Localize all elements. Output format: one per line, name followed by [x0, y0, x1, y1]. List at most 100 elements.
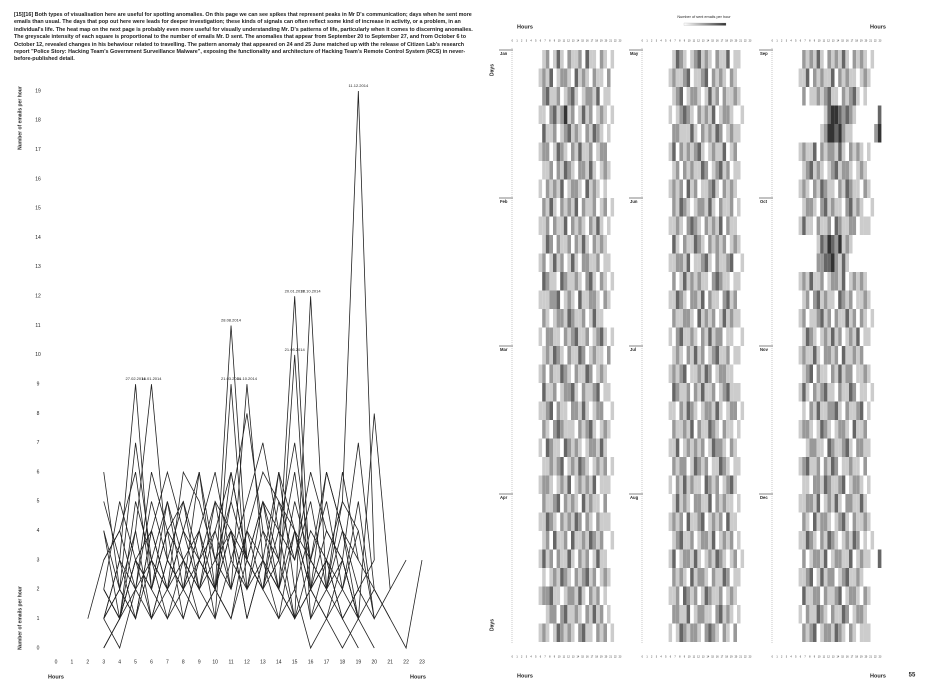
heat-cell	[747, 586, 752, 605]
heat-cell	[841, 568, 846, 587]
heat-cell	[870, 420, 875, 439]
heat-cell	[838, 512, 842, 531]
heat-cell	[823, 216, 828, 235]
heat-cell	[874, 68, 878, 87]
heat-cell	[802, 235, 806, 254]
heat-cell	[571, 623, 575, 642]
heat-cell	[863, 290, 867, 309]
heat-cell	[665, 605, 669, 624]
heat-cell	[614, 105, 618, 124]
heat-cell	[823, 494, 828, 513]
heat-cell	[668, 216, 673, 235]
heat-cell	[740, 253, 745, 272]
heat-cell	[560, 50, 564, 69]
heat-cell	[856, 198, 860, 217]
heat-cell	[701, 253, 705, 272]
heat-cell	[668, 290, 673, 309]
heat-cell	[733, 401, 737, 420]
heat-cell	[589, 420, 593, 439]
heat-cell	[690, 401, 694, 420]
heat-cell	[708, 142, 712, 161]
heat-cell	[585, 50, 589, 69]
heat-cell	[747, 475, 752, 494]
heat-cell	[722, 549, 727, 568]
heat-cell	[849, 216, 853, 235]
hour-tick-label: 22	[614, 656, 617, 659]
heat-cell	[722, 272, 727, 291]
heat-cell	[867, 87, 871, 106]
heat-cell	[859, 235, 864, 254]
heat-cell	[820, 383, 824, 402]
heat-cell	[740, 623, 745, 642]
heat-cell	[802, 327, 806, 346]
heat-cell	[795, 216, 799, 235]
heat-cell	[538, 512, 543, 531]
heat-cell	[553, 216, 557, 235]
peak-label: 21.03.2014	[221, 376, 242, 381]
heat-cell	[553, 124, 557, 143]
heat-cell	[874, 531, 878, 550]
heat-cell	[820, 161, 824, 180]
heat-cell	[574, 346, 579, 365]
heat-cell	[795, 383, 799, 402]
heat-cell	[816, 290, 821, 309]
heat-cell	[820, 475, 824, 494]
heat-cell	[683, 216, 687, 235]
heat-cell	[553, 346, 557, 365]
heat-cell	[610, 161, 615, 180]
heat-cell	[567, 327, 571, 346]
heat-cell	[535, 161, 539, 180]
heat-cell	[578, 383, 582, 402]
heat-cell	[542, 549, 546, 568]
heat-cell	[708, 253, 712, 272]
heat-cell	[859, 87, 864, 106]
heat-cell	[563, 309, 568, 328]
heat-cell	[563, 68, 568, 87]
heat-cell	[726, 272, 730, 291]
heat-cell	[614, 512, 618, 531]
heat-cell	[603, 87, 607, 106]
heat-cell	[856, 179, 860, 198]
heat-cell	[838, 457, 842, 476]
heat-cell	[841, 457, 846, 476]
hour-tick-label: 7	[544, 40, 546, 43]
heat-cell	[693, 87, 698, 106]
heat-cell	[726, 124, 730, 143]
heat-cell	[816, 309, 821, 328]
heat-cell	[722, 494, 727, 513]
heat-cell	[592, 68, 597, 87]
heat-cell	[697, 290, 701, 309]
heat-cell	[701, 216, 705, 235]
heat-cell	[578, 253, 582, 272]
hour-tick-label: 18	[725, 40, 728, 43]
heat-cell	[823, 623, 828, 642]
heat-cell	[686, 475, 691, 494]
heat-cell	[617, 623, 622, 642]
heat-cell	[722, 161, 727, 180]
hour-tick-label: 10	[688, 40, 691, 43]
heat-cell	[867, 272, 871, 291]
heat-cell	[877, 623, 882, 642]
heat-cell	[686, 272, 691, 291]
heat-cell	[798, 420, 803, 439]
heat-cell	[845, 105, 849, 124]
heat-cell	[675, 235, 680, 254]
heat-cell	[740, 401, 745, 420]
month-label: Apr	[500, 495, 508, 500]
heat-cell	[798, 68, 803, 87]
heat-cell	[711, 50, 716, 69]
heat-cell	[545, 549, 550, 568]
heat-cell	[820, 235, 824, 254]
heat-cell	[809, 438, 813, 457]
heat-cell	[877, 420, 882, 439]
heat-cell	[841, 68, 846, 87]
hour-tick-label: 16	[846, 40, 849, 43]
heat-cell	[686, 142, 691, 161]
heat-cell	[816, 105, 821, 124]
heat-cell	[668, 253, 673, 272]
heat-cell	[831, 475, 835, 494]
heat-cell	[802, 253, 806, 272]
heat-cell	[747, 364, 752, 383]
heat-cell	[737, 494, 741, 513]
heat-cell	[737, 68, 741, 87]
